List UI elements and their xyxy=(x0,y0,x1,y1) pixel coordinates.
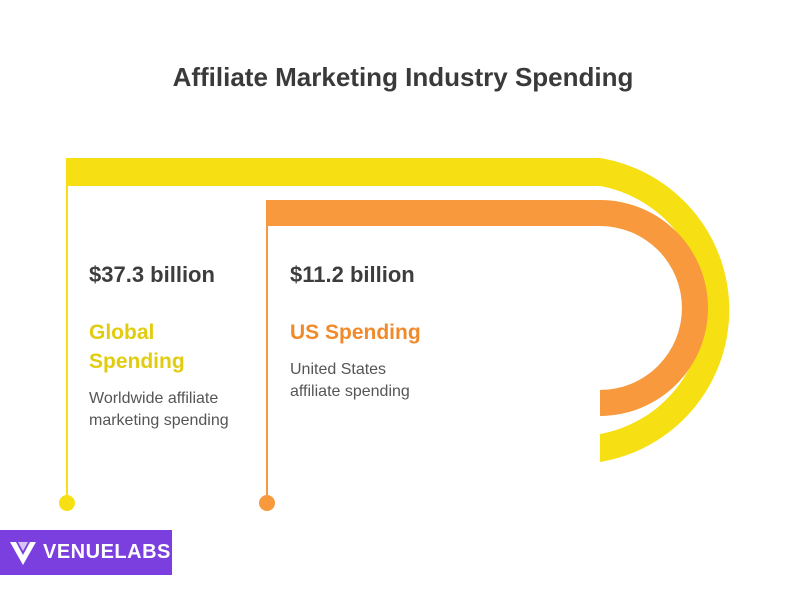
global-spending-card: $37.3 billion Global Spending Worldwide … xyxy=(89,262,259,432)
global-heading: Global Spending xyxy=(89,318,259,376)
us-value: $11.2 billion xyxy=(290,262,415,287)
us-description: United States affiliate spending xyxy=(290,359,460,403)
us-spending-card: $11.2 billion US Spending United States … xyxy=(290,262,460,403)
global-heading-line-1: Global xyxy=(89,321,155,344)
us-desc-line-1: United States xyxy=(290,361,387,378)
venuelabs-logo: VENUELABS xyxy=(0,530,172,575)
us-heading: US Spending xyxy=(290,318,460,347)
global-band xyxy=(66,158,730,462)
global-connector-dot xyxy=(59,495,75,511)
global-desc-line-2: marketing spending xyxy=(89,412,229,429)
us-band xyxy=(266,200,708,416)
global-heading-line-2: Spending xyxy=(89,350,185,373)
logo-text: VENUELABS xyxy=(43,541,171,563)
global-desc-line-1: Worldwide affiliate xyxy=(89,390,219,407)
us-heading-line-1: US Spending xyxy=(290,321,421,344)
global-description: Worldwide affiliate marketing spending xyxy=(89,388,259,432)
us-connector-dot xyxy=(259,495,275,511)
page-title: Affiliate Marketing Industry Spending xyxy=(172,62,634,92)
us-desc-line-2: affiliate spending xyxy=(290,383,410,400)
global-value: $37.3 billion xyxy=(89,262,215,287)
v-chevron-icon xyxy=(10,541,36,565)
